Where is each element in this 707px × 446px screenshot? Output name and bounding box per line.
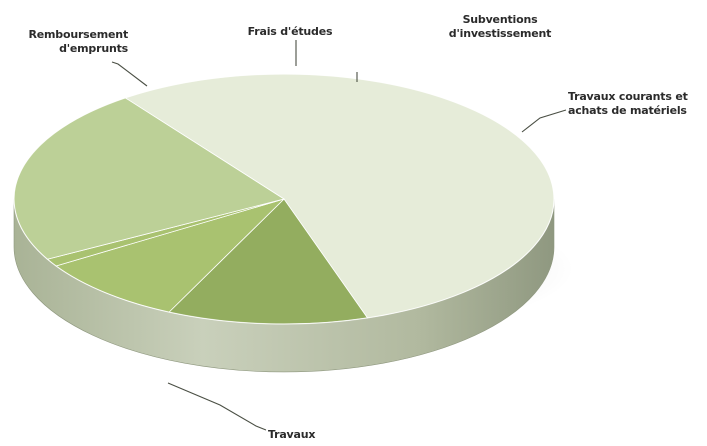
leader-travaux-courants (521, 109, 567, 133)
leader-remboursement (111, 61, 148, 87)
label-travaux: Travaux (268, 428, 316, 441)
label-remboursement-emprunts: Remboursement d'emprunts (28, 28, 129, 55)
label-travaux-courants-achats: Travaux courants et achats de matériels (568, 90, 688, 117)
leader-travaux (167, 382, 267, 431)
label-frais-etudes: Frais d'études (247, 25, 333, 38)
pie-rim (13, 73, 555, 325)
label-subventions-investissement: Subventions d'investissement (448, 13, 552, 40)
